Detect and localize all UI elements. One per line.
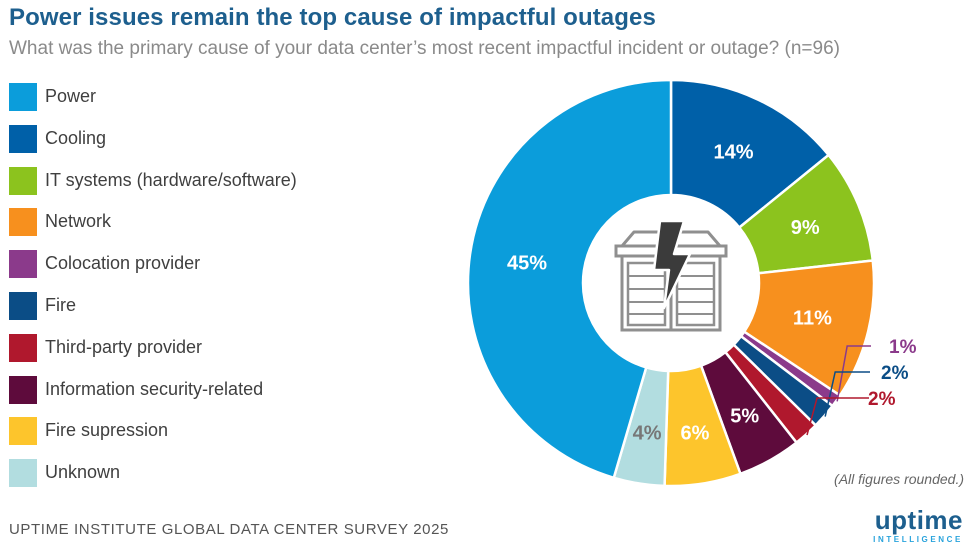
slice-label-unknown: 4% xyxy=(633,423,662,445)
rounding-note: (All figures rounded.) xyxy=(834,471,964,487)
legend-item-colocation: Colocation provider xyxy=(9,246,339,288)
slice-label-network: 11% xyxy=(793,307,832,329)
legend-swatch xyxy=(9,291,37,320)
legend-swatch xyxy=(9,459,37,488)
legend-swatch xyxy=(9,333,37,362)
uptime-intelligence-logo: uptime INTELLIGENCE xyxy=(873,507,963,544)
legend-swatch xyxy=(9,124,37,153)
legend-label: Power xyxy=(45,86,97,106)
legend-swatch xyxy=(9,208,37,237)
logo-wordmark: uptime xyxy=(874,505,963,535)
slice-labels: 14% 9% 11% 1% 2% 2% 5% 6% 4% 45% xyxy=(507,142,917,445)
legend-item-fire-suppression: Fire supression xyxy=(9,413,339,455)
leader-line-third-party-provider xyxy=(806,397,869,436)
legend-item-unknown: Unknown xyxy=(9,455,339,497)
slice-label-information-security-related: 5% xyxy=(730,405,759,427)
legend-label: Fire xyxy=(45,294,76,315)
chart-subtitle: What was the primary cause of your data … xyxy=(9,38,840,59)
legend-swatch xyxy=(9,250,37,279)
legend-item-cooling: Cooling xyxy=(9,121,339,163)
chart-title: Power issues remain the top cause of imp… xyxy=(9,4,656,31)
legend-swatch xyxy=(9,417,37,446)
logo-subtitle: INTELLIGENCE xyxy=(873,535,963,544)
legend-swatch xyxy=(9,375,37,404)
legend-item-third-party: Third-party provider xyxy=(9,330,339,372)
legend-label: Unknown xyxy=(45,462,121,483)
legend-label: Cooling xyxy=(45,127,107,148)
slice-label-it-systems-hardware-software: 9% xyxy=(791,217,820,239)
legend-label: IT systems (hardware/software) xyxy=(45,169,297,190)
leader-lines xyxy=(806,345,871,436)
leader-line-fire xyxy=(824,371,870,417)
legend-label: Network xyxy=(45,211,112,232)
donut-slices xyxy=(466,78,876,488)
slice-label-power: 45% xyxy=(507,252,547,274)
legend-item-fire: Fire xyxy=(9,288,339,330)
legend-swatch xyxy=(9,83,37,111)
legend-item-infosec: Information security-related xyxy=(9,372,339,414)
data-center-lightning-icon xyxy=(614,219,728,332)
legend-swatch xyxy=(9,166,37,195)
slice-label-fire: 2% xyxy=(881,363,909,384)
source-footer: UPTIME INSTITUTE GLOBAL DATA CENTER SURV… xyxy=(9,521,449,538)
legend-label: Colocation provider xyxy=(45,253,201,274)
leader-line-colocation-provider xyxy=(836,345,871,402)
slice-label-third-party-provider: 2% xyxy=(868,389,896,410)
legend-label: Fire supression xyxy=(45,420,169,441)
slice-label-colocation-provider: 1% xyxy=(889,337,917,358)
legend: Power Cooling IT systems (hardware/softw… xyxy=(9,79,339,497)
slice-label-cooling: 14% xyxy=(714,142,754,164)
legend-item-power: Power xyxy=(9,79,339,121)
legend-label: Information security-related xyxy=(45,378,264,399)
legend-label: Third-party provider xyxy=(45,336,203,357)
legend-item-network: Network xyxy=(9,204,339,246)
slice-label-fire-supression: 6% xyxy=(680,423,709,445)
legend-item-it-systems: IT systems (hardware/software) xyxy=(9,163,339,205)
